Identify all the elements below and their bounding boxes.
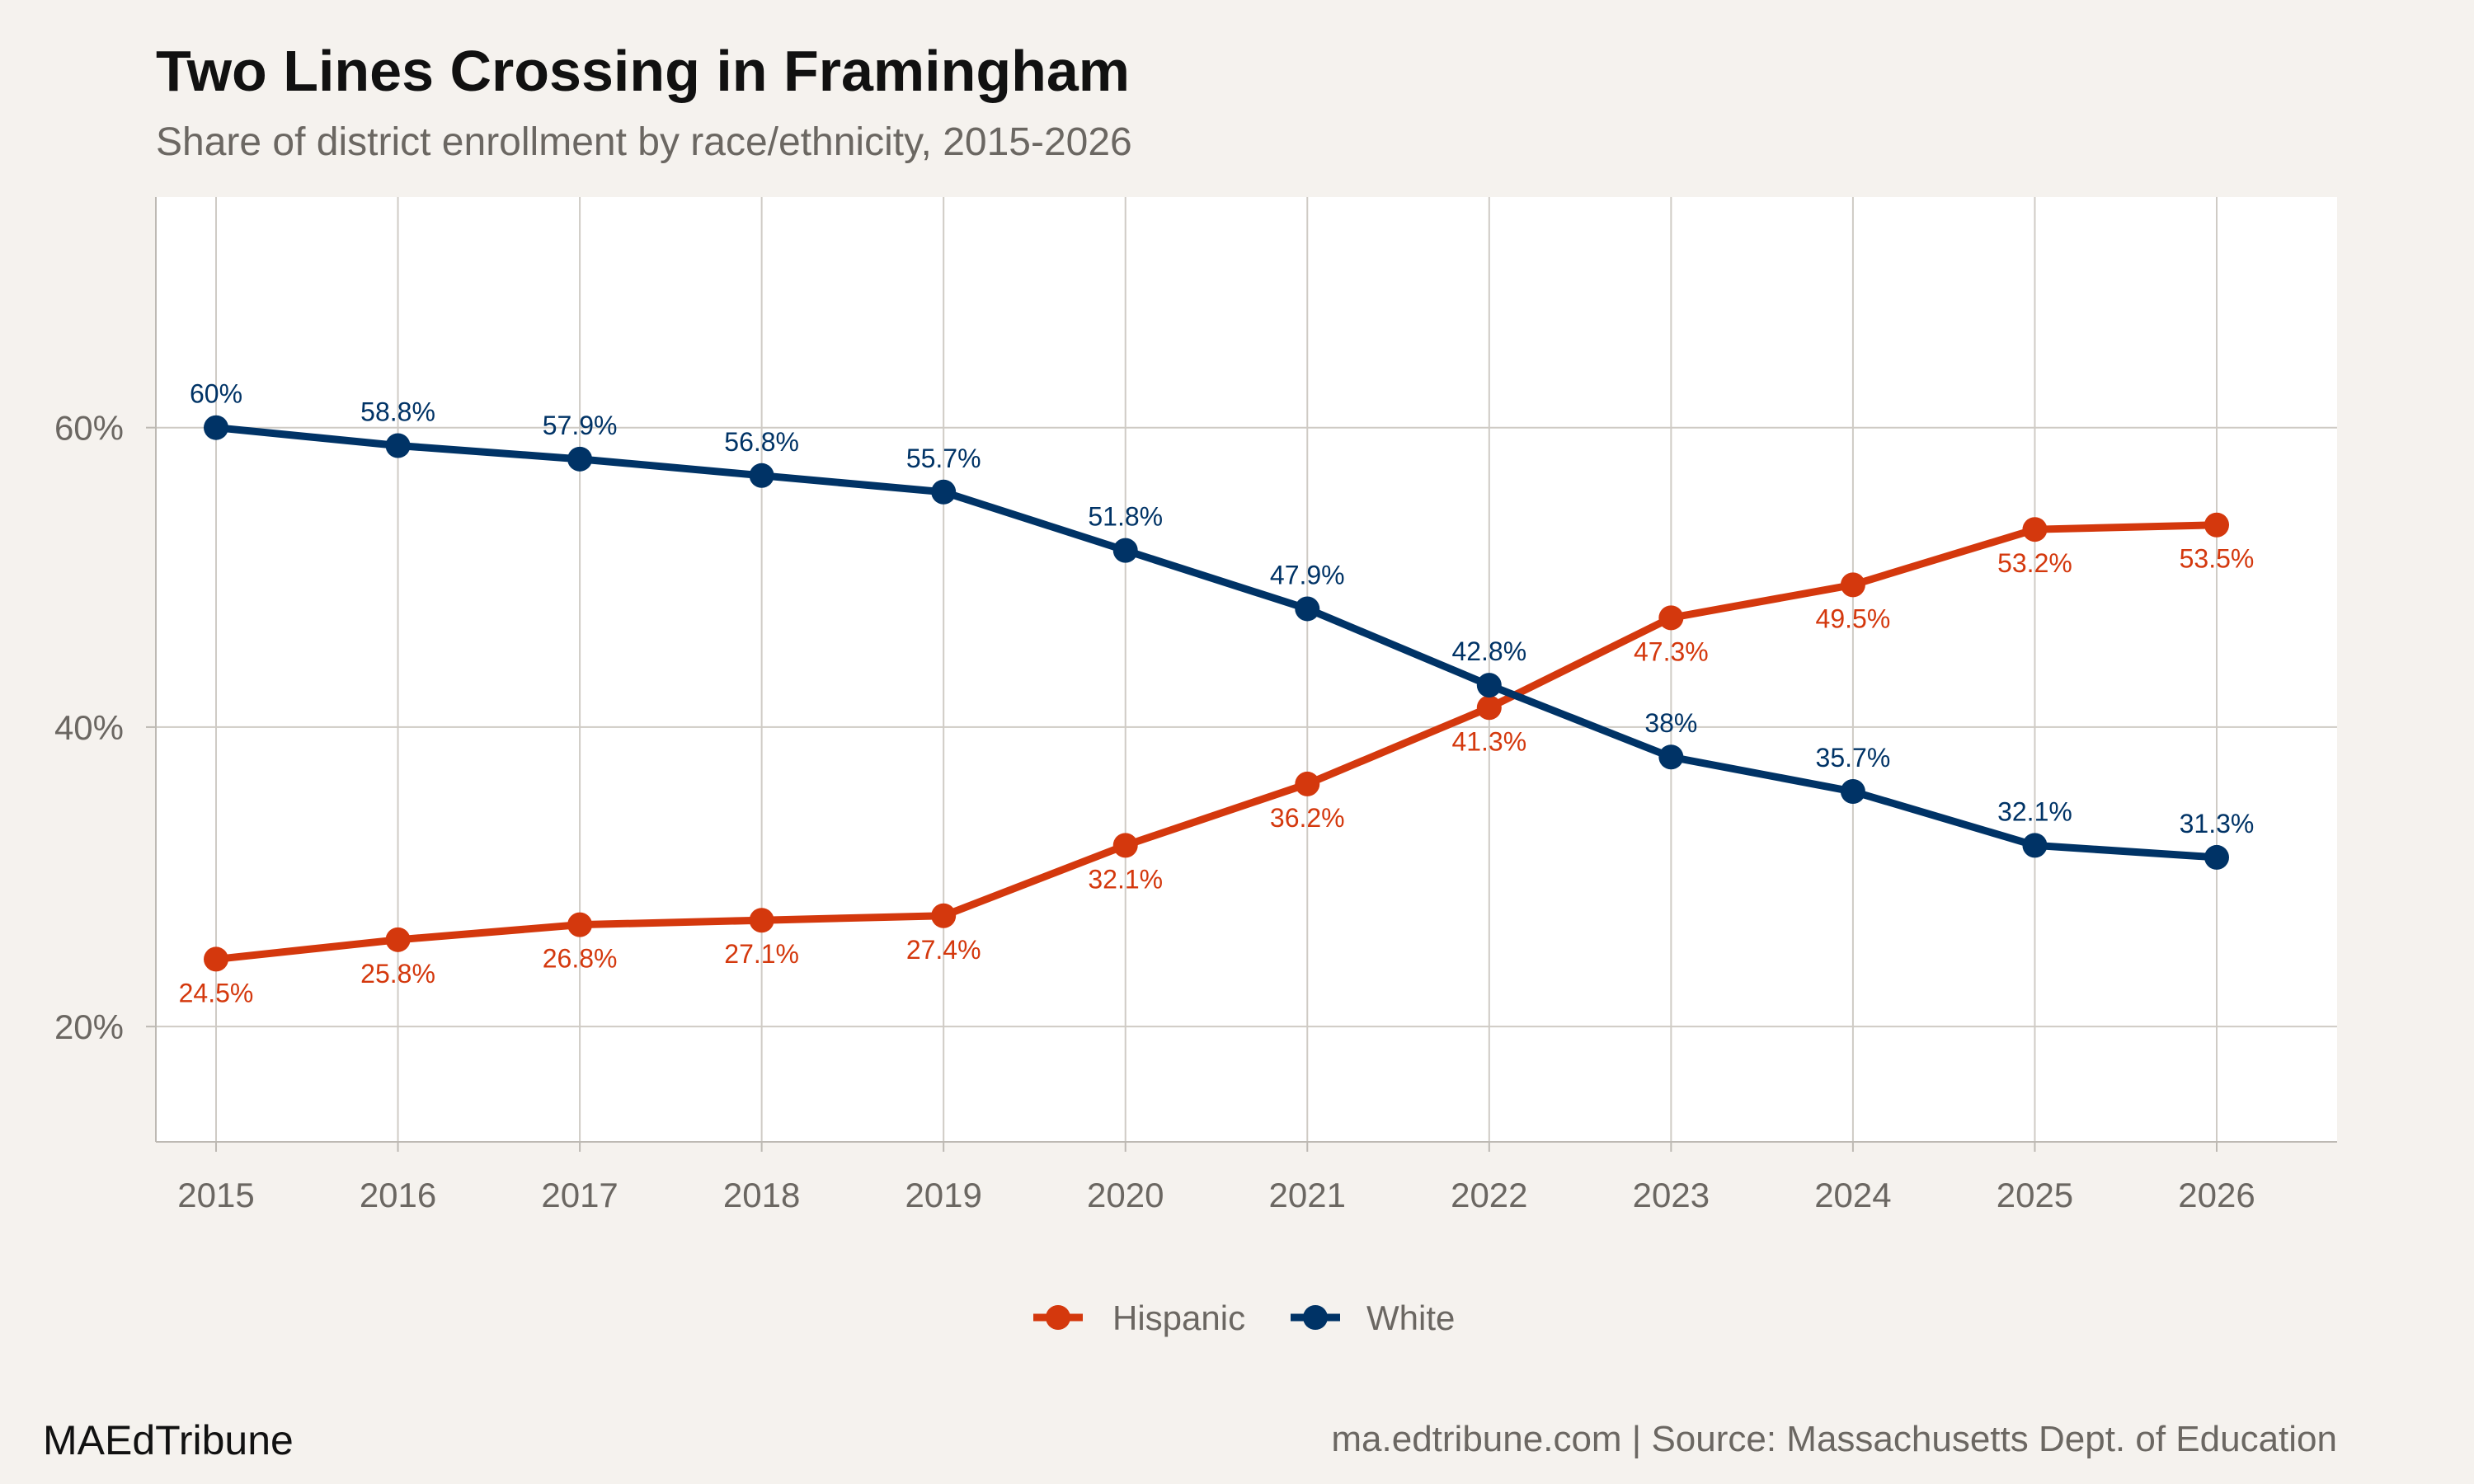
data-point-white (2022, 833, 2048, 858)
data-label-white: 47.9% (1270, 560, 1345, 589)
data-point-white (749, 463, 774, 488)
data-point-white (1112, 538, 1138, 563)
data-point-hispanic (1476, 695, 1502, 721)
legend: Hispanic White (1033, 1298, 1455, 1337)
data-label-hispanic: 32.1% (1088, 864, 1163, 894)
data-label-hispanic: 24.5% (179, 978, 254, 1007)
y-tick-label: 40% (54, 708, 124, 747)
data-point-hispanic (931, 903, 957, 928)
data-point-white (1840, 779, 1865, 805)
data-point-hispanic (1112, 833, 1138, 858)
data-point-hispanic (567, 912, 593, 937)
data-point-white (1295, 596, 1320, 622)
footer-source: ma.edtribune.com | Source: Massachusetts… (1331, 1419, 2337, 1459)
data-point-white (2204, 844, 2229, 870)
data-point-hispanic (385, 927, 411, 952)
data-point-hispanic (2204, 512, 2229, 538)
data-label-white: 56.8% (724, 427, 799, 457)
x-tick-label: 2025 (1997, 1176, 2073, 1214)
data-label-white: 42.8% (1451, 636, 1526, 666)
data-label-hispanic: 36.2% (1270, 803, 1345, 833)
legend-label-white: White (1366, 1298, 1455, 1337)
data-point-hispanic (1295, 771, 1320, 796)
x-tick-label: 2015 (177, 1176, 254, 1214)
plot-panel (156, 197, 2337, 1142)
data-point-hispanic (1658, 605, 1684, 631)
data-point-white (1658, 744, 1684, 770)
x-tick-label: 2017 (541, 1176, 618, 1214)
data-label-hispanic: 27.4% (906, 935, 981, 965)
y-tick-label: 60% (54, 409, 124, 448)
data-label-white: 35.7% (1816, 743, 1891, 773)
data-label-hispanic: 25.8% (360, 959, 435, 989)
data-point-white (385, 433, 411, 458)
footer-brand: MAEdTribune (43, 1417, 294, 1463)
chart-title: Two Lines Crossing in Framingham (156, 39, 1130, 103)
data-point-hispanic (1840, 572, 1865, 598)
x-tick-label: 2018 (723, 1176, 800, 1214)
data-point-white (204, 415, 228, 440)
data-point-white (567, 446, 593, 472)
data-point-hispanic (2022, 517, 2048, 542)
data-label-hispanic: 26.8% (543, 944, 618, 974)
data-label-white: 51.8% (1088, 502, 1163, 532)
data-point-hispanic (204, 946, 228, 972)
legend-label-hispanic: Hispanic (1112, 1298, 1245, 1337)
x-tick-label: 2026 (2178, 1176, 2255, 1214)
y-tick-label: 20% (54, 1007, 124, 1046)
x-tick-label: 2020 (1087, 1176, 1164, 1214)
data-label-hispanic: 53.2% (1997, 548, 2072, 578)
data-label-hispanic: 41.3% (1451, 726, 1526, 756)
x-tick-label: 2016 (360, 1176, 436, 1214)
data-label-white: 60% (190, 379, 242, 409)
x-tick-label: 2022 (1451, 1176, 1527, 1214)
data-label-white: 38% (1644, 708, 1697, 738)
data-point-hispanic (749, 908, 774, 933)
data-point-white (1476, 673, 1502, 698)
x-tick-label: 2021 (1269, 1176, 1346, 1214)
data-label-hispanic: 27.1% (724, 939, 799, 969)
data-label-white: 55.7% (906, 444, 981, 473)
x-tick-label: 2019 (905, 1176, 981, 1214)
x-tick-label: 2024 (1814, 1176, 1891, 1214)
data-label-white: 57.9% (543, 411, 618, 440)
legend-key-point-white (1303, 1305, 1328, 1330)
series-line-hispanic (212, 521, 2221, 963)
data-point-white (931, 479, 957, 505)
x-tick-label: 2023 (1633, 1176, 1710, 1214)
data-label-hispanic: 53.5% (2180, 544, 2255, 574)
data-label-white: 32.1% (1997, 796, 2072, 826)
data-label-hispanic: 49.5% (1816, 603, 1891, 633)
legend-key-point-hispanic (1046, 1305, 1070, 1330)
chart-subtitle: Share of district enrollment by race/eth… (156, 120, 1132, 164)
data-label-white: 58.8% (360, 397, 435, 426)
data-label-hispanic: 47.3% (1634, 636, 1709, 666)
data-label-white: 31.3% (2180, 809, 2255, 838)
series-line-white (212, 424, 2221, 862)
